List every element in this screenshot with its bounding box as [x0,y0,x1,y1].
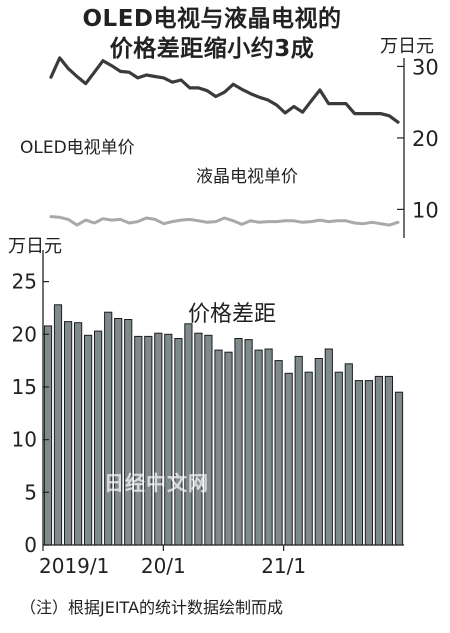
gap-bar [154,332,163,546]
gap-bar [324,348,333,546]
gap-bar [344,363,353,546]
gap-bar [144,335,153,546]
bar-chart-y-tick-label: 15 [12,375,37,399]
line-chart-axis: 10 20 30 [397,55,439,238]
gap-bar [104,311,113,546]
gap-bar [94,330,103,546]
line-chart-y-tick-label: 10 [412,198,439,222]
gap-bar [214,349,223,546]
bar-chart-bars [43,304,404,546]
gap-bar [334,371,343,546]
bar-chart-y-tick-label: 10 [12,428,37,452]
gap-bar [74,322,83,546]
gap-bar [164,333,173,546]
gap-bar [264,348,273,546]
gap-bar [84,334,93,546]
bar-chart-y-tick-label: 0 [24,533,37,557]
gap-bar [134,335,143,546]
bar-chart-y-tick-label: 25 [12,270,37,294]
gap-bar [394,391,404,546]
gap-bar [204,334,213,546]
gap-bar [224,351,233,546]
bar-chart-y-tick-label: 20 [12,322,37,346]
gap-bar [194,332,203,546]
gap-bar [174,338,183,546]
bar-chart-y-tick-label: 5 [24,480,37,504]
gap-bar [294,355,303,546]
bar-chart-x-tick-label: 21/1 [261,554,306,578]
line-chart-series [49,56,400,227]
line-chart-unit-label: 万日元 [380,36,434,57]
series-line-oled [49,56,400,124]
gap-bar [364,380,373,546]
gap-bar [184,323,193,546]
line-chart-y-tick-label: 20 [412,127,439,151]
gap-bar [354,380,363,546]
gap-bar [124,319,133,546]
chart-title-line-2: 价格差距缩小约3成 [109,36,315,62]
bar-chart-axis: 0 5 10 15 20 25 2019/1 20/1 21/1 [12,250,404,578]
bar-chart-unit-label: 万日元 [8,236,62,257]
bar-chart-title: 价格差距 [188,302,277,327]
series-line-lcd [49,215,400,227]
gap-bar [114,318,123,546]
source-note: （注）根据JEITA的统计数据绘制而成 [20,598,284,617]
chart-title-line-1: OLED电视与液晶电视的 [82,6,342,32]
gap-bar [284,372,293,546]
line-chart-y-tick-label: 30 [412,55,439,79]
gap-bar [304,371,313,546]
gap-bar [384,375,393,546]
gap-bar [314,358,323,546]
gap-bar [374,375,383,546]
oled-series-label: OLED电视单价 [20,138,135,158]
gap-bar [254,349,263,546]
lcd-series-label: 液晶电视单价 [196,167,298,187]
gap-bar [64,321,73,546]
gap-bar [43,325,53,546]
gap-bar [53,304,63,546]
bar-chart-x-tick-label: 20/1 [141,554,186,578]
bar-chart-x-tick-label: 2019/1 [39,554,109,578]
gap-bar [234,338,243,546]
gap-bar [244,339,253,546]
watermark: 日经中文网 [104,471,209,495]
gap-bar [274,360,283,546]
